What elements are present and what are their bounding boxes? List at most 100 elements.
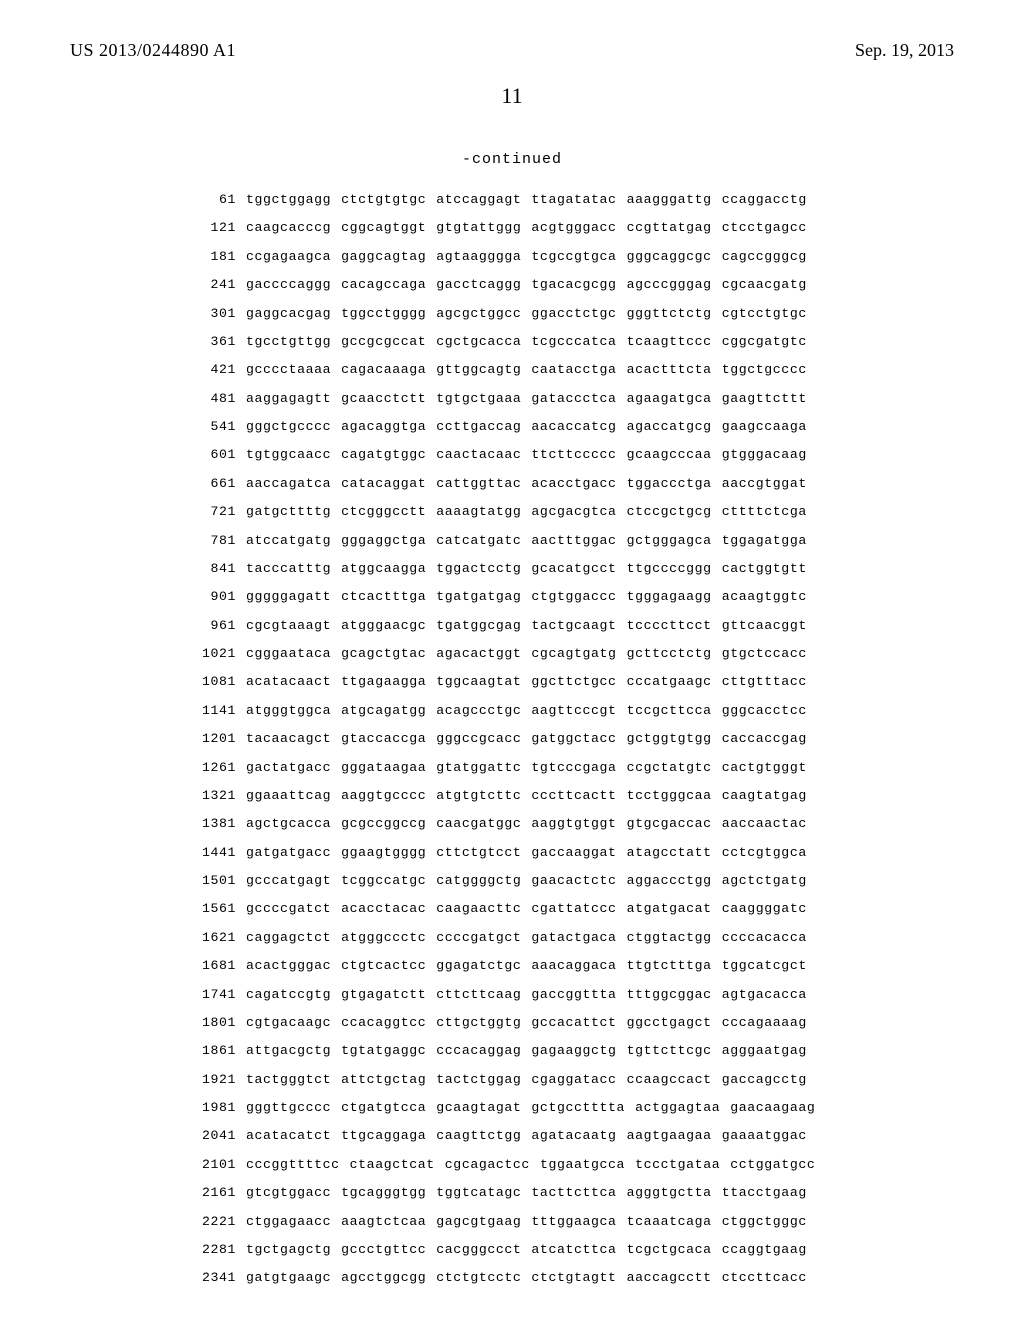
sequence-group: gccgcgccat: [341, 328, 436, 356]
sequence-group: gccctgttcc: [341, 1236, 436, 1264]
sequence-group: cgaggatacc: [531, 1066, 626, 1094]
sequence-group: ttgcaggaga: [341, 1122, 436, 1150]
sequence-groups: gtcgtggacctgcagggtggtggtcatagctacttcttca…: [246, 1179, 817, 1207]
sequence-position: 2041: [182, 1122, 246, 1150]
sequence-group: ctcctgagcc: [722, 214, 817, 242]
sequence-group: gcaagcccaa: [627, 441, 722, 469]
sequence-line: 661aaccagatcacatacaggatcattggttacacacctg…: [182, 470, 954, 498]
sequence-group: ctgtggaccc: [531, 583, 626, 611]
sequence-group: ttcttccccc: [531, 441, 626, 469]
sequence-groups: gaggcacgagtggcctggggagcgctggccggacctctgc…: [246, 300, 817, 328]
sequence-group: cacgggccct: [436, 1236, 531, 1264]
sequence-group: ctcactttga: [341, 583, 436, 611]
sequence-group: tggctggagg: [246, 186, 341, 214]
sequence-position: 1141: [182, 697, 246, 725]
sequence-group: cgattatccc: [531, 895, 626, 923]
sequence-group: agaagatgca: [627, 385, 722, 413]
sequence-group: gatggctacc: [531, 725, 626, 753]
sequence-group: agacaggtga: [341, 413, 436, 441]
sequence-group: gagaaggctg: [531, 1037, 626, 1065]
sequence-group: ccaagccact: [627, 1066, 722, 1094]
sequence-group: aacaccatcg: [531, 413, 626, 441]
sequence-groups: gggggagattctcactttgatgatgatgagctgtggaccc…: [246, 583, 817, 611]
sequence-groups: acactgggacctgtcactccggagatctgcaaacaggaca…: [246, 952, 817, 980]
sequence-group: catcatgatc: [436, 527, 531, 555]
sequence-line: 541gggctgccccagacaggtgaccttgaccagaacacca…: [182, 413, 954, 441]
sequence-group: acgtgggacc: [531, 214, 626, 242]
sequence-group: gccccgatct: [246, 895, 341, 923]
sequence-group: tgtgctgaaa: [436, 385, 531, 413]
sequence-group: caccaccgag: [722, 725, 817, 753]
sequence-group: cgtgacaagc: [246, 1009, 341, 1037]
sequence-position: 181: [182, 243, 246, 271]
sequence-group: gatgcttttg: [246, 498, 341, 526]
sequence-position: 781: [182, 527, 246, 555]
sequence-group: gtgggacaag: [722, 441, 817, 469]
sequence-group: tgacacgcgg: [531, 271, 626, 299]
sequence-line: 1621caggagctctatgggccctcccccgatgctgatact…: [182, 924, 954, 952]
sequence-groups: cgtgacaagcccacaggtcccttgctggtggccacattct…: [246, 1009, 817, 1037]
sequence-line: 2161gtcgtggacctgcagggtggtggtcatagctacttc…: [182, 1179, 954, 1207]
sequence-group: aagtgaagaa: [627, 1122, 722, 1150]
sequence-group: cggcagtggt: [341, 214, 436, 242]
sequence-line: 1741cagatccgtggtgagatcttcttcttcaaggaccgg…: [182, 981, 954, 1009]
sequence-group: cttttctcga: [722, 498, 817, 526]
sequence-groups: agctgcaccagcgccggccgcaacgatggcaaggtgtggt…: [246, 810, 817, 838]
sequence-group: caaggggatc: [722, 895, 817, 923]
sequence-group: cccttcactt: [531, 782, 626, 810]
sequence-group: gttggcagtg: [436, 356, 531, 384]
sequence-group: agcccgggag: [627, 271, 722, 299]
sequence-group: aaggtgtggt: [531, 810, 626, 838]
sequence-position: 2341: [182, 1264, 246, 1292]
sequence-group: agatacaatg: [531, 1122, 626, 1150]
sequence-groups: acatacaactttgagaaggatggcaagtatggcttctgcc…: [246, 668, 817, 696]
sequence-group: gggcaggcgc: [627, 243, 722, 271]
sequence-group: tgcagggtgg: [341, 1179, 436, 1207]
sequence-group: aagttcccgt: [531, 697, 626, 725]
sequence-group: agctctgatg: [722, 867, 817, 895]
sequence-groups: tgtggcaacccagatgtggccaactacaacttcttccccc…: [246, 441, 817, 469]
sequence-groups: atgggtggcaatgcagatggacagccctgcaagttcccgt…: [246, 697, 817, 725]
sequence-position: 1321: [182, 782, 246, 810]
sequence-position: 1381: [182, 810, 246, 838]
sequence-group: cgcaacgatg: [722, 271, 817, 299]
sequence-group: ggagatctgc: [436, 952, 531, 980]
sequence-group: cttctgtcct: [436, 839, 531, 867]
sequence-group: gcttcctctg: [627, 640, 722, 668]
sequence-group: ccaggtgaag: [722, 1236, 817, 1264]
sequence-group: cttgtttacc: [722, 668, 817, 696]
sequence-group: gctgcctttta: [531, 1094, 635, 1122]
sequence-group: ccacaggtcc: [341, 1009, 436, 1037]
sequence-position: 1021: [182, 640, 246, 668]
sequence-position: 2101: [182, 1151, 246, 1179]
sequence-line: 841tacccatttgatggcaaggatggactcctggcacatg…: [182, 555, 954, 583]
sequence-group: ggaaattcag: [246, 782, 341, 810]
sequence-line: 481aaggagagttgcaacctctttgtgctgaaagataccc…: [182, 385, 954, 413]
sequence-group: ctggagaacc: [246, 1208, 341, 1236]
sequence-group: aactttggac: [531, 527, 626, 555]
sequence-groups: gatgatgaccggaagtggggcttctgtcctgaccaaggat…: [246, 839, 817, 867]
sequence-group: ttagatatac: [531, 186, 626, 214]
sequence-group: gtcgtggacc: [246, 1179, 341, 1207]
sequence-group: gctgggagca: [627, 527, 722, 555]
sequence-line: 961cgcgtaaagtatgggaacgctgatggcgagtactgca…: [182, 612, 954, 640]
sequence-group: tgggagaagg: [627, 583, 722, 611]
sequence-group: tgatgatgag: [436, 583, 531, 611]
sequence-group: tcgctgcaca: [627, 1236, 722, 1264]
sequence-group: gggttgcccc: [246, 1094, 341, 1122]
sequence-line: 2101cccggttttccctaagctcatcgcagactcctggaa…: [182, 1151, 954, 1179]
sequence-group: attctgctag: [341, 1066, 436, 1094]
sequence-group: gggttctctg: [627, 300, 722, 328]
sequence-group: aaggtgcccc: [341, 782, 436, 810]
sequence-position: 841: [182, 555, 246, 583]
sequence-group: atgggaacgc: [341, 612, 436, 640]
sequence-groups: gggctgccccagacaggtgaccttgaccagaacaccatcg…: [246, 413, 817, 441]
sequence-line: 721gatgcttttgctcgggccttaaaagtatggagcgacg…: [182, 498, 954, 526]
sequence-groups: gatgcttttgctcgggccttaaaagtatggagcgacgtca…: [246, 498, 817, 526]
sequence-line: 781atccatgatggggaggctgacatcatgatcaactttg…: [182, 527, 954, 555]
sequence-group: tggaccctga: [627, 470, 722, 498]
sequence-group: tggtcatagc: [436, 1179, 531, 1207]
sequence-group: gtaccaccga: [341, 725, 436, 753]
sequence-groups: gccccgatctacacctacaccaagaacttccgattatccc…: [246, 895, 817, 923]
sequence-group: agtaagggga: [436, 243, 531, 271]
